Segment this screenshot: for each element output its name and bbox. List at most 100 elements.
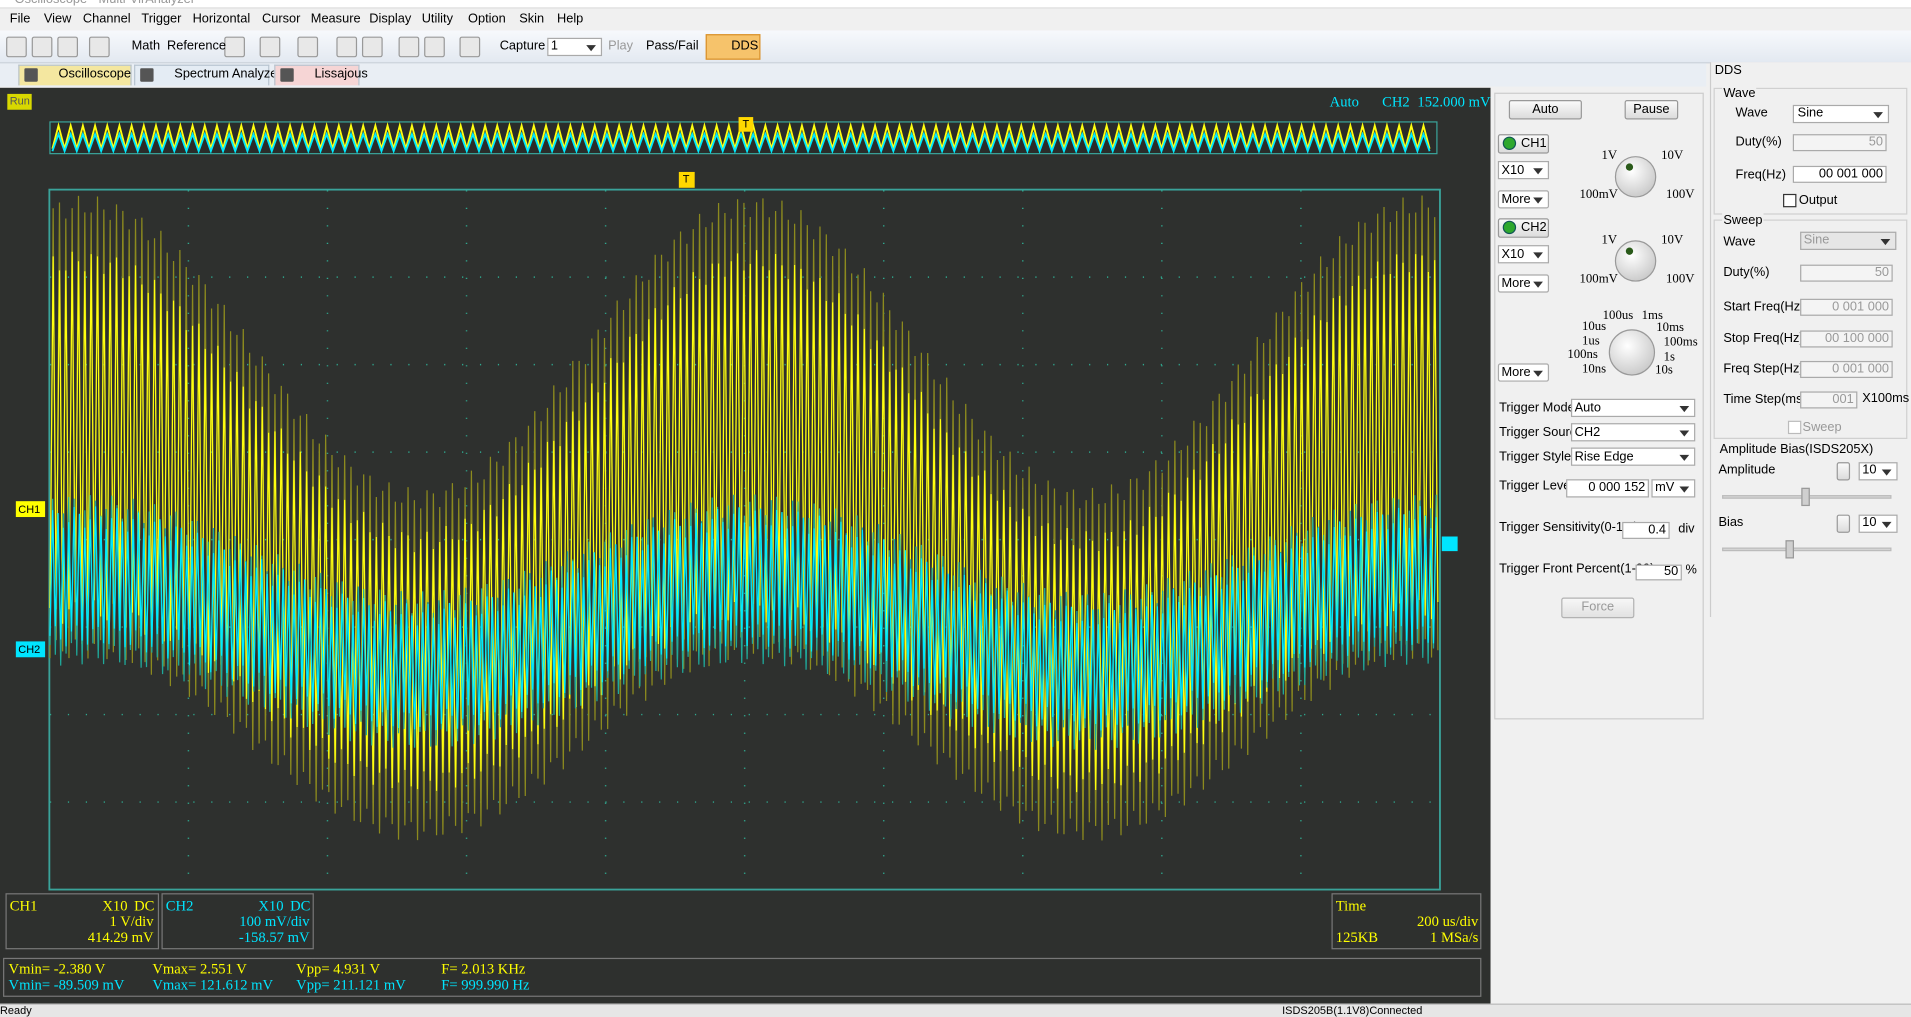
more-button[interactable] <box>1497 274 1550 293</box>
tab[interactable] <box>134 64 270 86</box>
measurement: Vmax= 121.612 mV <box>152 976 274 994</box>
sensitivity-value[interactable]: 0.4 <box>1648 522 1667 538</box>
probe-combo[interactable] <box>1497 245 1550 264</box>
probe-value[interactable]: X10 <box>1501 162 1525 178</box>
menu-item[interactable]: Trigger <box>141 11 182 27</box>
menu-item[interactable]: Help <box>556 11 584 27</box>
auto-button-label[interactable]: Auto <box>1532 101 1559 117</box>
freq-input[interactable] <box>1792 165 1887 183</box>
toolbar <box>0 30 1911 64</box>
trigger-combo-value[interactable]: CH2 <box>1574 424 1601 440</box>
menu-item[interactable]: Utility <box>421 11 453 27</box>
measurement: F= 999.990 Hz <box>441 976 530 994</box>
tab[interactable] <box>274 64 360 86</box>
overview-trigger-marker <box>738 117 754 132</box>
menu-item[interactable]: Horizontal <box>192 11 251 27</box>
trigger-unit-combo[interactable] <box>1651 479 1696 498</box>
level-value[interactable]: 10 <box>1862 515 1877 530</box>
channel-button-label[interactable]: CH1 <box>1521 135 1547 151</box>
trigger-combo[interactable] <box>1570 423 1696 442</box>
menu-item[interactable]: Option <box>468 11 506 27</box>
trigger-level-value[interactable]: 0 000 152 <box>1588 479 1646 495</box>
slider-thumb[interactable] <box>1785 540 1794 559</box>
channel-button-label[interactable]: CH2 <box>1521 220 1547 235</box>
pass-fail-button[interactable]: Pass/Fail <box>645 38 699 54</box>
level-combo[interactable] <box>1858 462 1898 481</box>
toolbar-icon[interactable] <box>224 36 245 58</box>
title-bar <box>0 0 1911 9</box>
tab-label[interactable]: Spectrum Analyzer <box>174 66 282 82</box>
toolbar-icon[interactable] <box>31 36 53 58</box>
level-combo[interactable] <box>1858 514 1898 533</box>
more-label[interactable]: More <box>1501 276 1531 291</box>
output-checkbox[interactable] <box>1783 193 1797 208</box>
menu-item[interactable]: File <box>9 11 31 27</box>
dds-button-label[interactable]: DDS <box>731 38 759 54</box>
front-percent-value[interactable]: 50 <box>1663 563 1679 579</box>
toolbar-icon[interactable] <box>57 36 78 58</box>
math-button[interactable]: Math <box>131 38 161 54</box>
menu-item[interactable]: Display <box>369 11 412 27</box>
pause-button[interactable] <box>1624 99 1679 120</box>
force-button[interactable] <box>1561 597 1635 619</box>
capture-count-box[interactable] <box>547 37 603 57</box>
trigger-combo[interactable] <box>1570 398 1696 418</box>
toolbar-icon[interactable] <box>297 36 319 58</box>
more-label[interactable]: More <box>1501 192 1531 207</box>
spinner[interactable] <box>1836 462 1851 481</box>
toolbar-icon[interactable] <box>459 36 481 58</box>
output-label[interactable]: Output <box>1798 193 1838 208</box>
trigger-combo-value[interactable]: Auto <box>1574 400 1601 416</box>
dds-button[interactable] <box>705 34 761 60</box>
tab-label[interactable]: Lissajous <box>314 66 368 82</box>
reference-button[interactable]: Reference <box>166 38 227 54</box>
tab-label[interactable]: Oscilloscope <box>58 66 132 82</box>
tab-bar <box>0 63 1707 87</box>
sweep-input <box>1800 391 1858 409</box>
dds-label: Amplitude <box>1718 462 1776 478</box>
capture-count[interactable]: 1 <box>550 38 558 54</box>
wave-value[interactable]: Sine <box>1797 105 1824 121</box>
more-label[interactable]: More <box>1501 365 1531 380</box>
trigger-combo-value[interactable]: Rise Edge <box>1574 449 1634 464</box>
more-button[interactable] <box>1497 190 1550 209</box>
pause-button-label[interactable]: Pause <box>1633 101 1670 117</box>
toolbar-icon[interactable] <box>361 36 383 58</box>
trigger-unit[interactable]: mV <box>1655 479 1675 495</box>
toolbar-icon[interactable] <box>88 36 110 58</box>
sweep-checkbox[interactable] <box>1787 420 1802 435</box>
trigger-level-input[interactable] <box>1566 479 1649 498</box>
trigger-level-indicator: 152.000 mV <box>1417 93 1491 111</box>
knob-label: 1V <box>1601 149 1618 163</box>
sweep-label[interactable]: Sweep <box>1802 420 1842 435</box>
menu-item[interactable]: Channel <box>82 11 131 27</box>
graticule-frame <box>48 188 1441 891</box>
sensitivity-input[interactable] <box>1622 521 1670 539</box>
menu-item[interactable]: Cursor <box>262 11 301 27</box>
volt-knob[interactable] <box>1614 240 1657 282</box>
spinner[interactable] <box>1836 514 1851 533</box>
play-button[interactable]: Play <box>608 38 634 54</box>
toolbar-icon[interactable] <box>424 36 445 58</box>
menu-item[interactable]: Skin <box>519 11 545 27</box>
time-knob[interactable] <box>1608 329 1656 376</box>
toolbar-icon[interactable] <box>259 36 281 58</box>
auto-button[interactable] <box>1508 99 1582 120</box>
wave-combo[interactable] <box>1792 104 1890 124</box>
level-value[interactable]: 10 <box>1862 462 1877 478</box>
slider-thumb[interactable] <box>1801 487 1810 507</box>
probe-combo[interactable] <box>1497 160 1550 180</box>
force-button-label[interactable]: Force <box>1581 599 1615 614</box>
probe-value[interactable]: X10 <box>1501 246 1525 262</box>
freq-value[interactable]: 00 001 000 <box>1818 166 1883 182</box>
menu-item[interactable]: Measure <box>310 11 361 27</box>
toolbar-icon[interactable] <box>336 36 358 58</box>
trigger-combo[interactable] <box>1570 447 1696 466</box>
toolbar-icon[interactable] <box>6 36 27 58</box>
front-percent-input[interactable] <box>1635 564 1682 581</box>
tab[interactable] <box>18 64 132 86</box>
volt-knob[interactable] <box>1614 156 1657 198</box>
menu-item[interactable]: View <box>43 11 72 27</box>
toolbar-icon[interactable] <box>398 36 420 58</box>
more-button[interactable] <box>1497 363 1550 382</box>
